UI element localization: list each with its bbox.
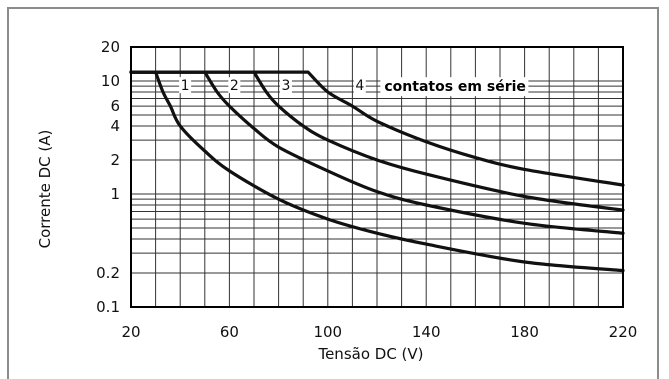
x-tick-label: 60 [220,323,239,341]
grid [130,46,624,308]
x-tick-label: 220 [609,323,638,341]
x-tick-label: 180 [510,323,539,341]
curve-label-4: 4 [355,78,364,94]
y-tick-label: 4 [110,117,120,135]
y-tick-label: 2 [110,151,120,169]
curve-2 [129,70,625,235]
y-tick-label: 0.1 [96,298,120,316]
curve-labels: 1 2 3 4 [179,77,366,94]
y-tick-label: 1 [110,185,120,203]
x-tick-labels: 20 60 100 140 180 220 [121,323,637,341]
annotation-background [380,77,529,97]
curve-3 [129,70,625,212]
y-tick-labels: 0.1 0.2 1 2 4 6 10 20 [96,38,120,316]
y-tick-label: 0.2 [96,264,120,282]
curves [129,70,625,273]
plot-border [130,46,624,308]
x-axis-label: Tensão DC (V) [317,345,423,363]
x-tick-label: 100 [313,323,342,341]
curve-label-1: 1 [181,78,190,94]
y-tick-label: 6 [110,97,120,115]
curve-label-background [179,77,192,94]
x-tick-label: 20 [121,323,140,341]
curve-label-3: 3 [282,78,291,94]
y-axis-label: Corrente DC (A) [36,130,54,249]
curve-label-background [353,77,366,94]
curve-label-background [228,77,241,94]
y-tick-label: 10 [101,72,120,90]
chart-frame [7,7,659,379]
curve-label-background [279,77,292,94]
x-tick-label: 140 [412,323,441,341]
annotation-label: contatos em série [384,79,526,95]
curve-label-2: 2 [230,78,239,94]
curve-1 [129,70,625,273]
y-tick-label: 20 [101,38,120,56]
curve-4 [129,70,625,187]
